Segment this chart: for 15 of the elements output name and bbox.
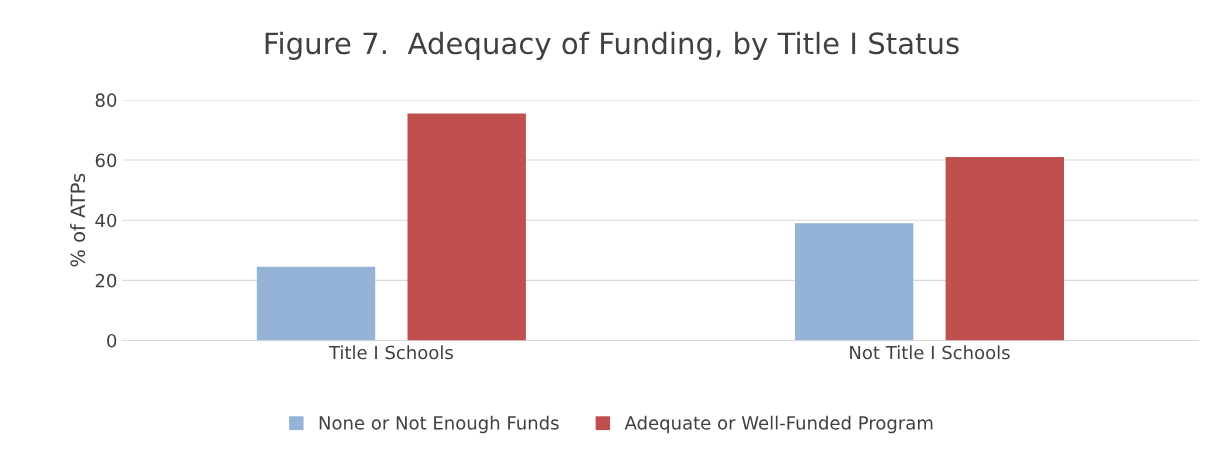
y-tick-label: 80 — [95, 93, 117, 107]
y-tick-label: 0 — [107, 333, 117, 348]
x-tick-label: Title I Schools — [328, 345, 453, 360]
y-tick-label: 40 — [95, 213, 117, 228]
y-axis-title: % of ATPs — [70, 173, 86, 267]
bar — [256, 266, 376, 341]
bar — [407, 113, 526, 341]
bar — [945, 157, 1065, 341]
legend-label: Adequate or Well-Funded Program — [624, 415, 933, 434]
bar — [794, 223, 914, 341]
y-tick-label: 60 — [95, 153, 117, 168]
chart-title: Figure 7. Adequacy of Funding, by Title I Status — [265, 31, 959, 61]
x-tick-label: Not Title I Schools — [850, 345, 1010, 360]
legend-label: None or Not Enough Funds — [319, 415, 559, 434]
y-tick-label: 20 — [95, 273, 117, 288]
